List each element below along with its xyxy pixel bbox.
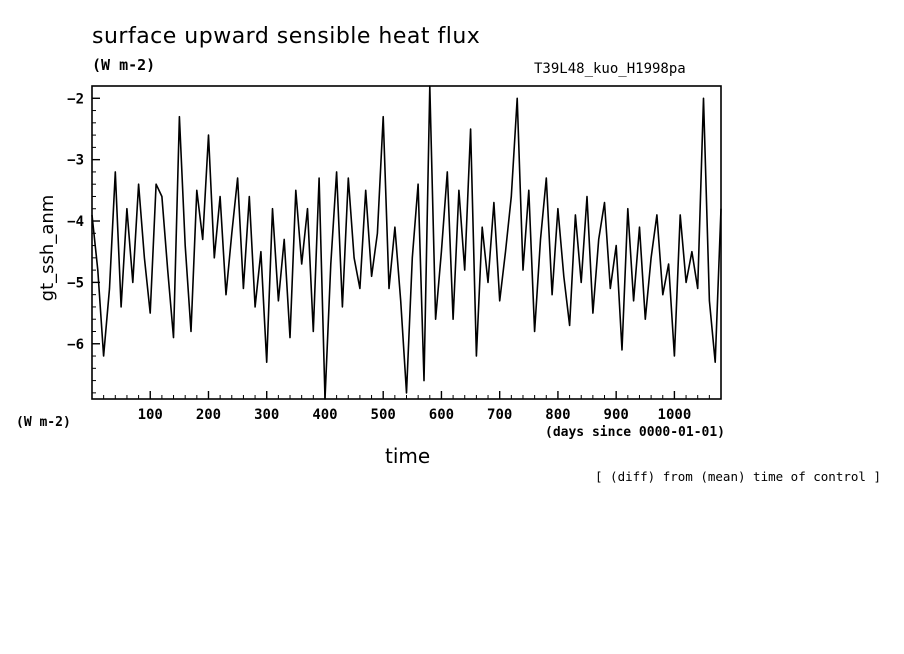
x-tick-label: 600 — [429, 407, 454, 423]
chart-units: (W m-2) — [92, 56, 156, 74]
y-tick-label: −3 — [67, 153, 84, 169]
y-axis-label: gt_ssh_anm — [37, 194, 58, 302]
x-tick-label: 300 — [254, 407, 279, 423]
series-line-0 — [91, 85, 722, 400]
y-axis-units: (W m-2) — [16, 415, 71, 430]
x-axis-units: (days since 0000-01-01) — [545, 425, 726, 440]
y-tick-label: −5 — [67, 275, 84, 291]
chart-title: surface upward sensible heat flux — [92, 24, 481, 49]
x-tick-label: 500 — [371, 407, 396, 423]
x-tick-label: 800 — [545, 407, 570, 423]
chart-note: [ (diff) from (mean) time of control ] — [595, 469, 881, 484]
y-tick-label: −2 — [67, 91, 84, 107]
x-tick-label: 700 — [487, 407, 512, 423]
x-axis-label: time — [385, 444, 431, 468]
x-axis-ticks: 100 200 300 400 500 600 700 800 900 1000 — [103, 391, 710, 423]
y-tick-label: −6 — [67, 337, 84, 353]
x-tick-label: 1000 — [658, 407, 692, 423]
x-tick-label: 400 — [312, 407, 337, 423]
run-name: T39L48_kuo_H1998pa — [534, 61, 686, 77]
x-tick-label: 900 — [604, 407, 629, 423]
x-tick-label: 100 — [138, 407, 163, 423]
series-layer — [91, 85, 722, 400]
y-tick-label: −4 — [67, 214, 84, 230]
y-axis-ticks: −6 −5 −4 −3 −2 — [67, 85, 100, 394]
x-tick-label: 200 — [196, 407, 221, 423]
